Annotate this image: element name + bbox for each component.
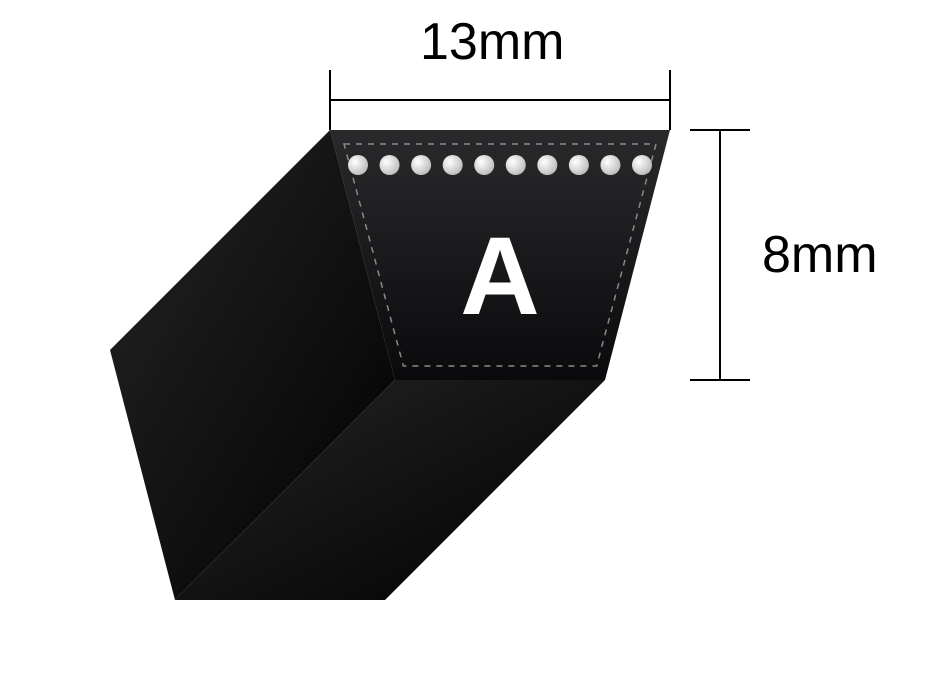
cord-circle [348, 155, 368, 175]
cord-circle [411, 155, 431, 175]
dimension-height-label: 8mm [762, 225, 878, 285]
cord-circle [380, 155, 400, 175]
cord-circle [569, 155, 589, 175]
cord-circle [474, 155, 494, 175]
cord-circle [632, 155, 652, 175]
belt-diagram-svg: A [0, 0, 933, 700]
dimension-width [330, 70, 670, 130]
cord-circle [537, 155, 557, 175]
cord-circle [506, 155, 526, 175]
cord-circle [600, 155, 620, 175]
belt-letter: A [460, 215, 539, 338]
cord-circle [443, 155, 463, 175]
diagram-canvas: A 13mm 8mm [0, 0, 933, 700]
dimension-height [690, 130, 750, 380]
dimension-width-label: 13mm [420, 12, 564, 72]
